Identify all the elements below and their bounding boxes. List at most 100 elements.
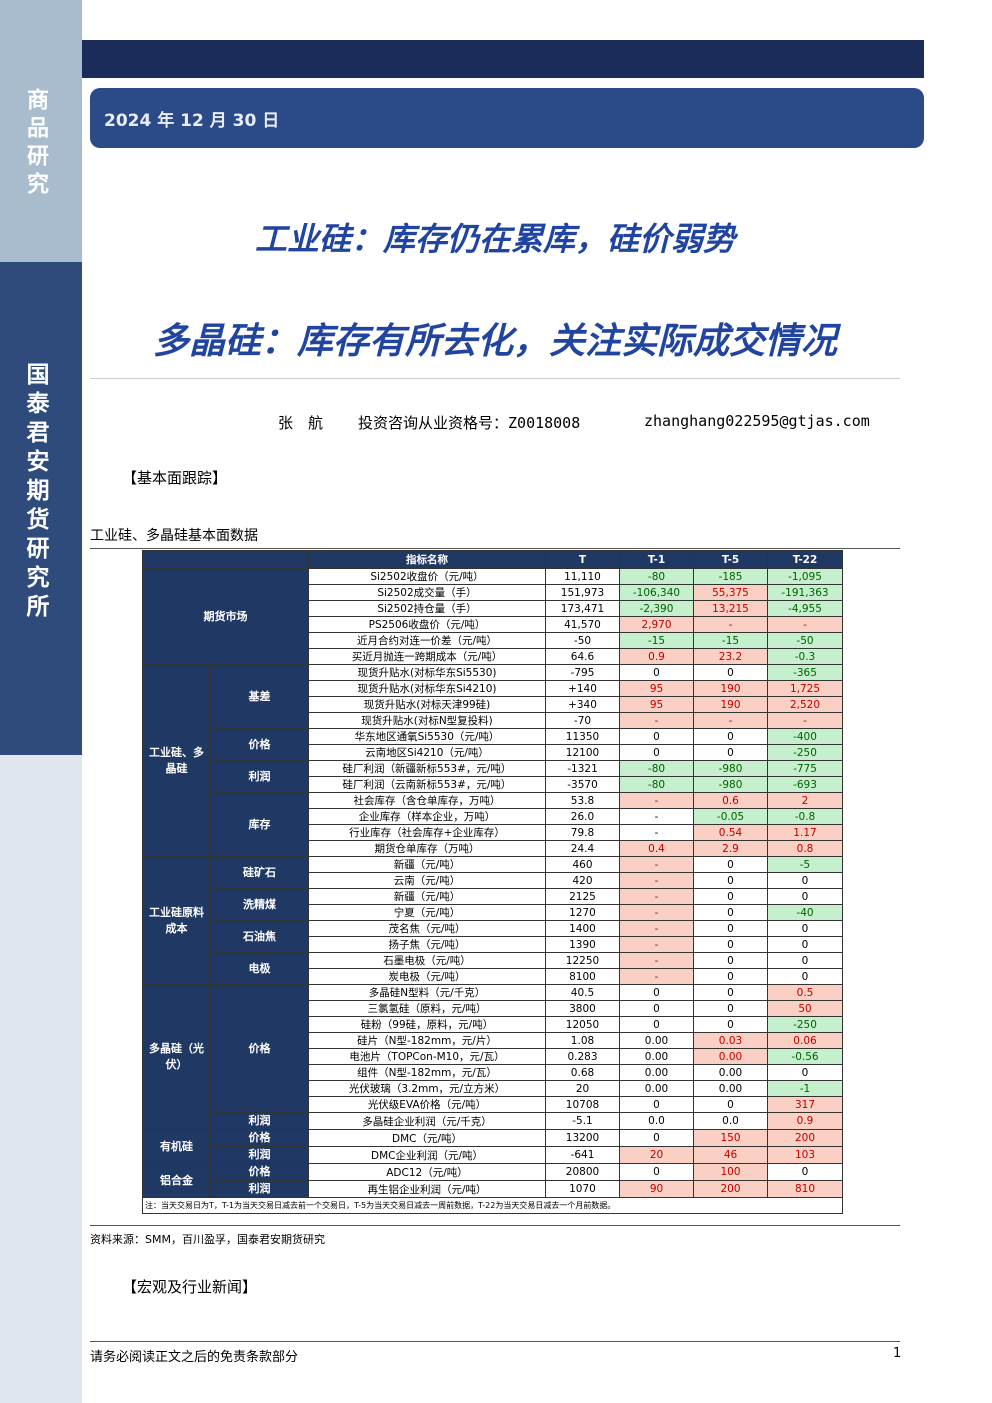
table-cell: 硅厂利润（新疆新标553#，元/吨） <box>308 760 546 777</box>
table-cell: 0.0 <box>693 1112 768 1130</box>
table-row: 近月合约对连一价差（元/吨） -50 -15 -15 -50 <box>143 632 843 649</box>
table-cell: 0 <box>693 744 768 761</box>
table-cell: 石墨电极（元/吨） <box>308 952 546 969</box>
table-cell: 810 <box>767 1180 843 1198</box>
note-row: 注：当天交易日为T，T-1为当天交易日减去前一个交易日，T-5为当天交易日减去一… <box>142 1197 843 1214</box>
header-row: 指标名称 T T-1 T-5 T-22 <box>142 550 843 569</box>
note-cell: 注：当天交易日为T，T-1为当天交易日减去前一个交易日，T-5为当天交易日减去一… <box>142 1197 843 1214</box>
subgroup-cell: 石油焦 <box>210 920 309 953</box>
table-cell: 现货升贴水(对标N型复投料) <box>308 712 546 729</box>
table-cell: 0.5 <box>767 984 843 1001</box>
table-cell: 华东地区通氧Si5530（元/吨） <box>308 728 546 745</box>
table-cell: 0.00 <box>619 1080 694 1097</box>
rule <box>90 1341 900 1342</box>
table-cell: 0 <box>767 1064 843 1081</box>
table-cell: 79.8 <box>545 824 620 841</box>
subgroup-cell: 价格 <box>210 984 309 1113</box>
table-cell: 1.17 <box>767 824 843 841</box>
subgroup-cell: 价格 <box>210 728 309 761</box>
group-cell: 有机硅 <box>142 1129 211 1164</box>
table-cell: ADC12（元/吨） <box>308 1163 546 1181</box>
subgroup-cell: 价格 <box>210 1163 309 1181</box>
table-cell: 电池片（TOPCon-M10，元/瓦） <box>308 1048 546 1065</box>
table-row: 电池片（TOPCon-M10，元/瓦） 0.283 0.00 0.00 -0.56 <box>143 1048 843 1065</box>
table-cell: 现货升贴水(对标天津99硅) <box>308 696 546 713</box>
table-cell: 3800 <box>545 1000 620 1017</box>
table-cell: 41,570 <box>545 616 620 633</box>
table-cell: -1 <box>767 1080 843 1097</box>
subgroup-cell: 洗精煤 <box>210 888 309 921</box>
table-cell: 0.9 <box>619 648 694 665</box>
table-caption: 工业硅、多晶硅基本面数据 <box>90 528 258 544</box>
table-cell: -5.1 <box>545 1112 620 1130</box>
table-cell: 317 <box>767 1096 843 1113</box>
table-cell: 组件（N型-182mm，元/瓦） <box>308 1064 546 1081</box>
table-cell: 0 <box>693 1096 768 1113</box>
table-cell: 0 <box>693 872 768 889</box>
table-cell: 1,725 <box>767 680 843 697</box>
table-cell: 硅粉（99硅，原料，元/吨） <box>308 1016 546 1033</box>
group-cell: 多晶硅（光伏） <box>142 984 211 1130</box>
table-cell: -50 <box>767 632 843 649</box>
table-cell: - <box>619 904 694 921</box>
table-row: 光伏级EVA价格（元/吨） 10708 0 0 317 <box>143 1096 843 1113</box>
table-cell: 0.283 <box>545 1048 620 1065</box>
table-cell: 0 <box>619 984 694 1001</box>
table-cell: 新疆（元/吨） <box>308 856 546 873</box>
table-cell: - <box>619 808 694 825</box>
subgroup-cell: 利润 <box>210 1112 309 1130</box>
sidebar-label: 商品研究 <box>23 88 49 200</box>
subgroup-cell: 基差 <box>210 664 309 729</box>
table-cell: 0 <box>767 968 843 985</box>
table-row: 洗精煤 新疆（元/吨） 2125-0 0 <box>143 888 843 921</box>
table-cell: 64.6 <box>545 648 620 665</box>
table-cell: - <box>693 712 768 729</box>
table-cell: 0.0 <box>619 1112 694 1130</box>
table-cell: 0 <box>767 920 843 937</box>
subgroup-cell: 利润 <box>210 760 309 793</box>
table-cell: 0.03 <box>693 1032 768 1049</box>
table-cell: DMC企业利润（元/吨） <box>308 1146 546 1164</box>
table-cell: 云南（元/吨） <box>308 872 546 889</box>
table-row: 铝合金 价格 ADC12（元/吨） 20800 0 100 0 <box>142 1163 843 1198</box>
table-cell: 13,215 <box>693 600 768 617</box>
table-cell: 0 <box>767 888 843 905</box>
table-cell: 0 <box>619 1129 694 1147</box>
disclaimer: 请务必阅读正文之后的免责条款部分 <box>90 1350 299 1365</box>
table-cell: 10708 <box>545 1096 620 1113</box>
table-row: PS2506收盘价（元/吨） 41,570 2,970- - <box>143 616 843 633</box>
table-cell: 0 <box>693 664 768 681</box>
table-cell: 宁夏（元/吨） <box>308 904 546 921</box>
table-cell: 1390 <box>545 936 620 953</box>
table-cell: 0 <box>619 1016 694 1033</box>
table-cell: - <box>619 824 694 841</box>
table-cell: Si2502成交量（手） <box>308 584 546 601</box>
table-cell: 0 <box>619 664 694 681</box>
table-cell: 95 <box>619 680 694 697</box>
subgroup-cell: 价格 <box>210 1129 309 1147</box>
table-cell: 0 <box>693 888 768 905</box>
table-row: 利润 硅厂利润（新疆新标553#，元/吨） -1321 -80 -980 -775 <box>143 760 843 793</box>
table-cell: 1.08 <box>545 1032 620 1049</box>
table-cell: -250 <box>767 744 843 761</box>
header-cell: T <box>545 550 620 569</box>
table-cell: Si2502持仓量（手） <box>308 600 546 617</box>
subgroup-cell: 库存 <box>210 792 309 857</box>
table-cell: - <box>619 792 694 809</box>
table-cell: -693 <box>767 776 843 793</box>
table-cell: 11350 <box>545 728 620 745</box>
table-cell: -0.05 <box>693 808 768 825</box>
table-row: 期货市场 Si2502收盘价（元/吨） 11,110 -80 -185 -1,095 <box>142 568 843 665</box>
table-cell: -15 <box>619 632 694 649</box>
table-cell: -365 <box>767 664 843 681</box>
page-number: 1 <box>893 1346 902 1361</box>
subtitle: 多晶硅：库存有所去化，关注实际成交情况 <box>152 320 837 362</box>
table-cell: 8100 <box>545 968 620 985</box>
table-row: Si2502成交量（手） 151,973 -106,340 55,375 -191,36… <box>143 584 843 601</box>
date: 2024 年 12 月 30 日 <box>104 111 280 131</box>
sidebar-top: 商品研究 <box>0 0 82 262</box>
table-cell: 买近月抛连一跨期成本（元/吨） <box>308 648 546 665</box>
table-row: 硅粉（99硅，原料，元/吨） 12050 0 0 -250 <box>143 1016 843 1033</box>
table-cell: 0 <box>619 744 694 761</box>
sidebar-label: 国泰君安期货研究所 <box>22 362 49 623</box>
